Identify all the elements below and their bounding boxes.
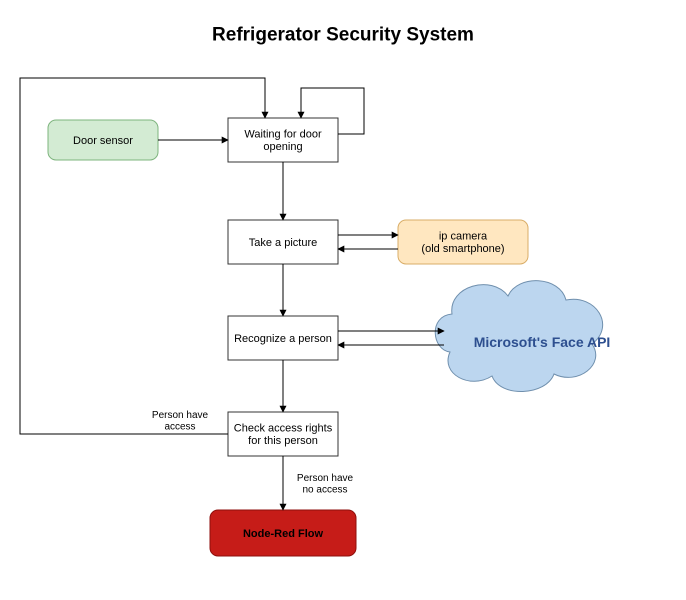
- node-waiting: Waiting for dooropening: [228, 118, 338, 162]
- node-recognize: Recognize a person: [228, 316, 338, 360]
- node-label: Node-Red Flow: [243, 528, 323, 540]
- node-label: Take a picture: [249, 237, 317, 249]
- cloud-microsoft-face-api: Microsoft's Face API: [435, 281, 610, 392]
- node-check-access: Check access rightsfor this person: [228, 412, 338, 456]
- node-label: Door sensor: [73, 135, 133, 147]
- edge-label: Person haveno access: [297, 473, 354, 496]
- node-door-sensor: Door sensor: [48, 120, 158, 160]
- flowchart-canvas: Refrigerator Security System Microsoft's …: [0, 0, 686, 600]
- node-take-picture: Take a picture: [228, 220, 338, 264]
- edge-label: Person haveaccess: [152, 410, 209, 433]
- cloud-label: Microsoft's Face API: [474, 334, 611, 350]
- node-label: Recognize a person: [234, 333, 332, 345]
- node-ip-camera: ip camera(old smartphone): [398, 220, 528, 264]
- page-title: Refrigerator Security System: [212, 25, 474, 46]
- node-node-red: Node-Red Flow: [210, 510, 356, 556]
